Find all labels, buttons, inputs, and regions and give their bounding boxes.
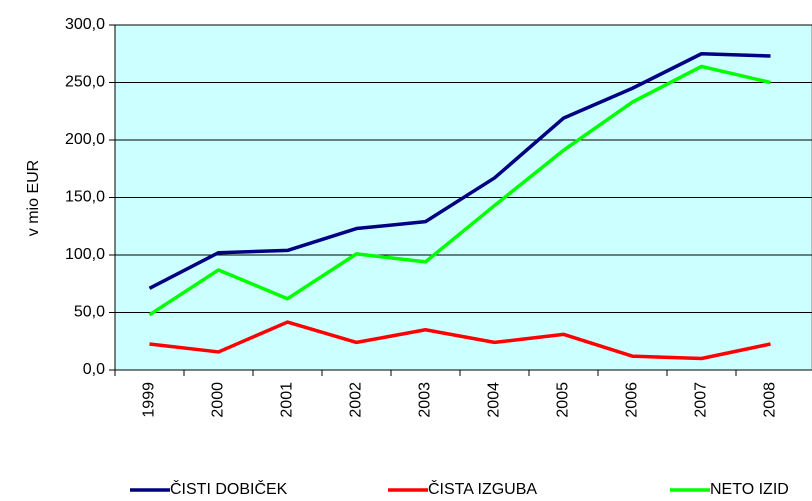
y-tick-label: 250,0	[65, 74, 105, 91]
x-tick-label: 1999	[141, 382, 158, 418]
series-line	[148, 64, 771, 317]
x-tick-label: 2004	[486, 382, 503, 418]
y-tick-label: 100,0	[65, 246, 105, 263]
x-tick-label: 2003	[417, 382, 434, 418]
y-tick-label: 50,0	[74, 304, 105, 321]
y-tick-label: 200,0	[65, 131, 105, 148]
x-tick-label: 2008	[762, 382, 779, 418]
x-tick-label: 2006	[624, 382, 641, 418]
y-tick-label: 150,0	[65, 189, 105, 206]
x-tick-label: 2007	[693, 382, 710, 418]
y-axis-label: v mio EUR	[25, 160, 42, 236]
x-tick-label: 2005	[555, 382, 572, 418]
legend-label: NETO IZID	[710, 481, 789, 498]
x-tick-label: 2000	[210, 382, 227, 418]
x-tick-label: 2002	[348, 382, 365, 418]
series-line	[148, 52, 771, 290]
y-tick-label: 0,0	[83, 361, 105, 378]
x-tick-label: 2001	[279, 382, 296, 418]
series-line	[149, 320, 771, 361]
legend-label: ČISTA IZGUBA	[428, 479, 537, 498]
y-tick-label: 300,0	[65, 16, 105, 33]
legend-label: ČISTI DOBIČEK	[170, 479, 288, 498]
